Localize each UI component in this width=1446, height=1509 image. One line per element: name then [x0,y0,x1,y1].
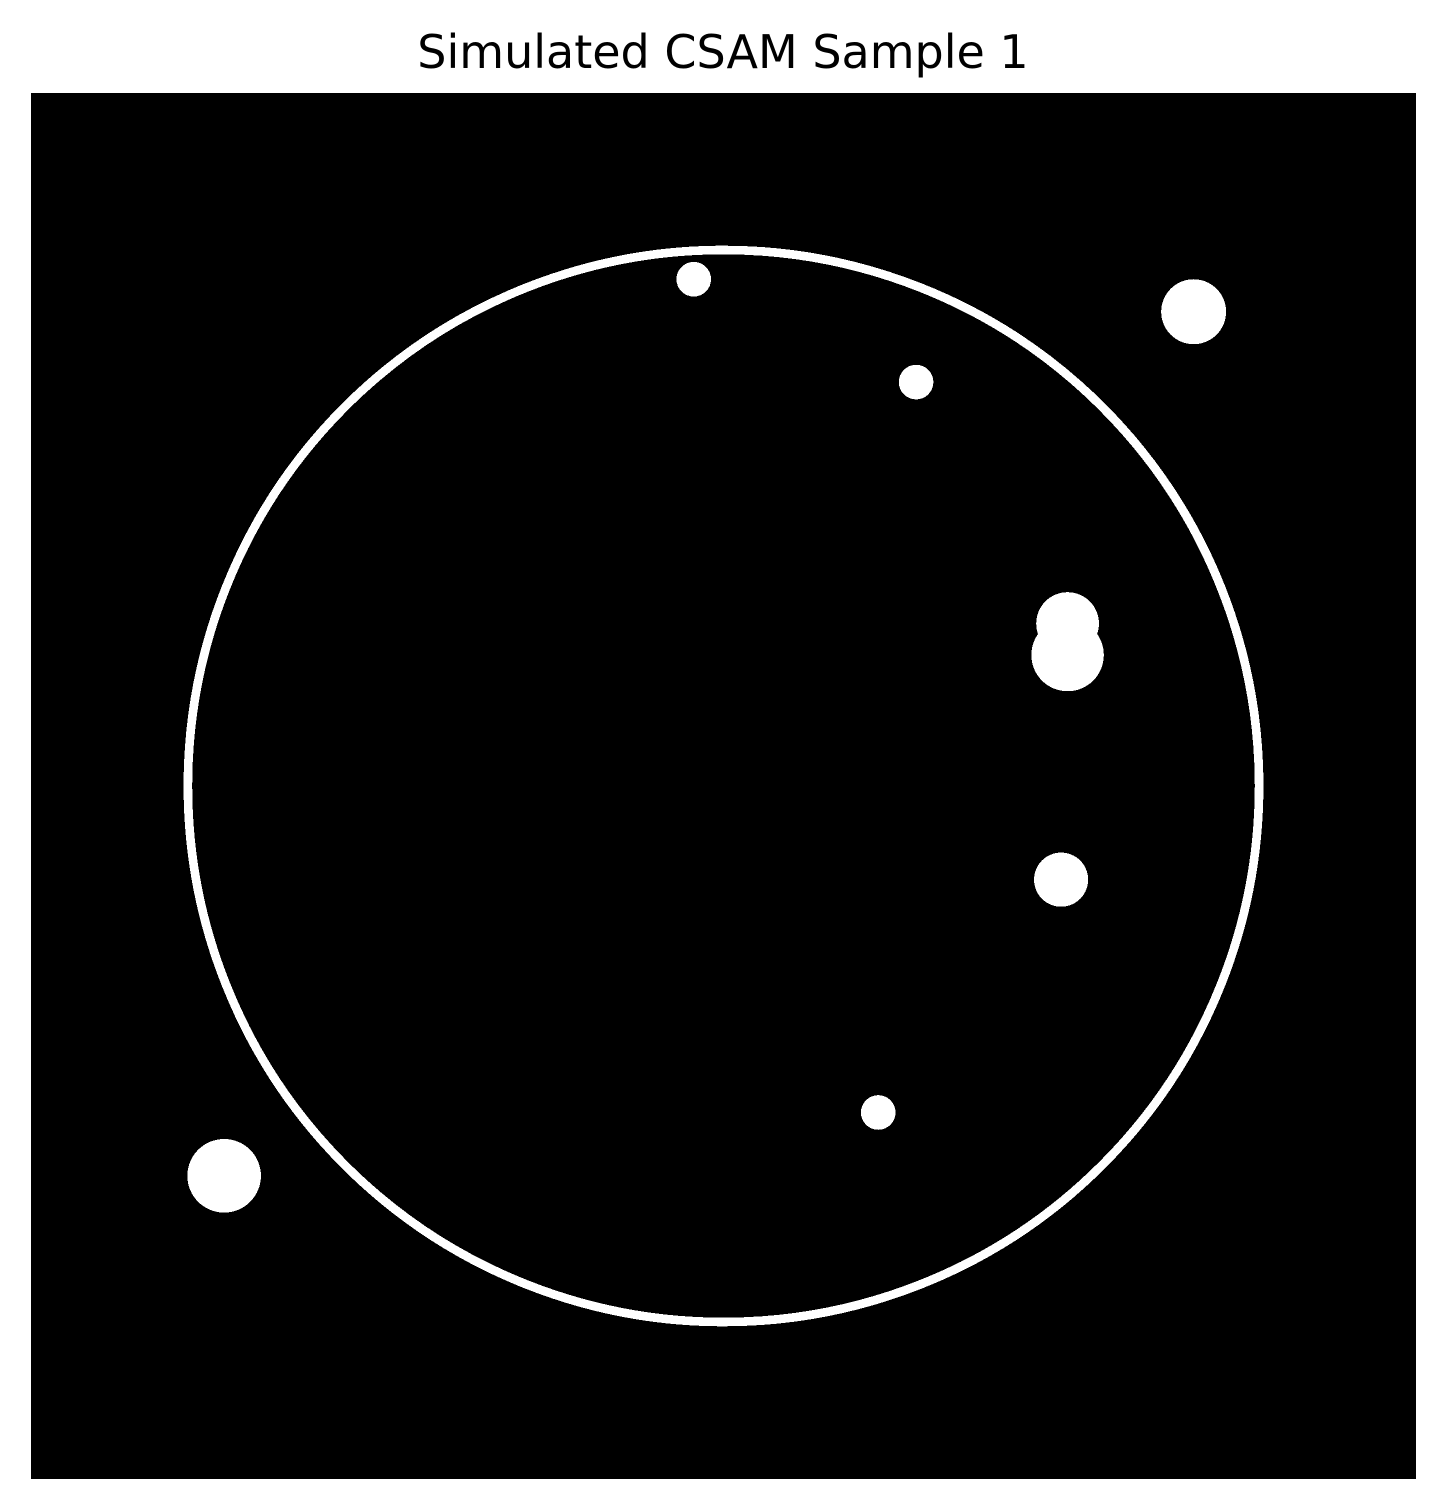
figure-title: Simulated CSAM Sample 1 [417,25,1029,79]
defect-spot-6 [1034,852,1089,907]
wafer-outline [183,245,1264,1327]
csam-image [31,93,1416,1479]
defect-spot-3 [1161,279,1227,345]
defect-group [187,261,1227,1213]
defect-spot-8 [187,1138,261,1213]
defect-spot-5 [1031,618,1104,692]
defect-spot-1 [676,261,712,297]
defect-spot-7 [860,1095,896,1130]
csam-image-canvas [31,93,1416,1479]
defect-spot-2 [898,364,934,400]
